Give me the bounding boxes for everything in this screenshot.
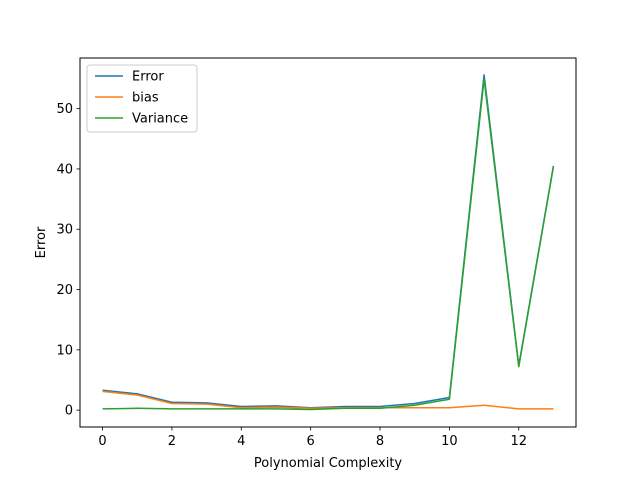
series-line-bias	[102, 390, 554, 410]
x-tick-label: 12	[510, 434, 527, 449]
series-line-variance	[102, 78, 555, 411]
series-layer	[102, 74, 555, 411]
y-axis-label: Error	[34, 226, 49, 258]
y-tick-label: 50	[56, 102, 73, 117]
y-axis: 0 10 20 30 40 50	[56, 102, 80, 419]
x-tick-label: 4	[237, 434, 245, 449]
legend-label-variance: Variance	[132, 112, 188, 127]
legend: Error bias Variance	[86, 64, 198, 133]
y-tick-label: 0	[65, 404, 73, 419]
x-tick-label: 2	[168, 434, 176, 449]
plot-frame	[79, 57, 577, 428]
legend-label-error: Error	[132, 70, 164, 85]
y-tick-label: 20	[56, 283, 73, 298]
x-axis-label: Polynomial Complexity	[254, 456, 403, 471]
legend-label-bias: bias	[132, 91, 159, 106]
x-tick-label: 0	[98, 434, 106, 449]
x-tick-label: 10	[441, 434, 458, 449]
x-axis: 0 2 4 6 8 10 12	[98, 427, 527, 449]
x-tick-label: 8	[376, 434, 384, 449]
x-tick-label: 6	[307, 434, 315, 449]
y-tick-label: 30	[56, 223, 73, 238]
y-tick-label: 40	[56, 162, 73, 177]
legend-box	[86, 64, 198, 133]
y-tick-label: 10	[56, 343, 73, 358]
